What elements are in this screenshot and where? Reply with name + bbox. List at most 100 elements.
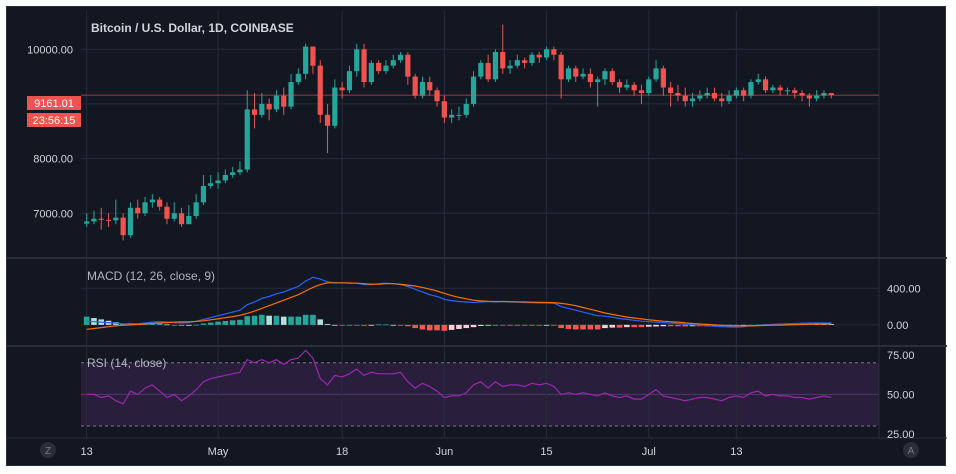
candle[interactable]: [317, 60, 323, 124]
auto-scale-button[interactable]: A: [903, 442, 919, 458]
candle[interactable]: [186, 205, 192, 225]
candle[interactable]: [551, 46, 557, 61]
candle[interactable]: [507, 60, 513, 74]
candle[interactable]: [741, 87, 747, 102]
candle[interactable]: [361, 43, 367, 88]
candle[interactable]: [675, 84, 681, 102]
candle[interactable]: [346, 65, 353, 93]
candle[interactable]: [536, 52, 542, 63]
candle[interactable]: [288, 73, 294, 110]
candle[interactable]: [244, 90, 250, 173]
candle[interactable]: [543, 46, 550, 61]
candle[interactable]: [164, 202, 170, 225]
candle[interactable]: [492, 49, 499, 83]
candle[interactable]: [98, 207, 104, 230]
candle[interactable]: [587, 68, 593, 88]
candle[interactable]: [281, 87, 287, 115]
candle[interactable]: [120, 213, 126, 241]
candle[interactable]: [602, 68, 608, 85]
candle[interactable]: [332, 79, 338, 129]
candle[interactable]: [580, 68, 586, 80]
candle[interactable]: [646, 76, 652, 96]
candle[interactable]: [792, 87, 798, 99]
candle[interactable]: [478, 60, 484, 80]
candle[interactable]: [828, 93, 834, 99]
candle[interactable]: [733, 87, 739, 99]
candle[interactable]: [405, 52, 411, 85]
candle[interactable]: [303, 43, 309, 80]
candle[interactable]: [113, 199, 119, 225]
candle[interactable]: [631, 82, 637, 96]
candle[interactable]: [193, 194, 199, 219]
candle[interactable]: [368, 60, 374, 85]
candle[interactable]: [653, 60, 659, 83]
candle[interactable]: [704, 87, 710, 99]
candle[interactable]: [84, 213, 90, 227]
candle[interactable]: [310, 46, 316, 74]
reset-scale-button[interactable]: Z: [40, 442, 56, 458]
candle[interactable]: [595, 76, 601, 107]
candle[interactable]: [383, 60, 389, 74]
candle[interactable]: [266, 98, 272, 121]
candle[interactable]: [390, 54, 396, 69]
candle[interactable]: [449, 109, 455, 124]
candle[interactable]: [434, 87, 440, 107]
candle[interactable]: [354, 43, 360, 77]
candle[interactable]: [237, 161, 243, 175]
candle[interactable]: [142, 196, 148, 216]
candle[interactable]: [770, 84, 776, 93]
candle[interactable]: [799, 90, 805, 102]
candle[interactable]: [500, 24, 506, 74]
candle[interactable]: [558, 52, 564, 99]
candle[interactable]: [339, 82, 345, 99]
candle[interactable]: [135, 199, 141, 219]
candle[interactable]: [609, 68, 615, 85]
candle[interactable]: [777, 84, 783, 96]
candle[interactable]: [755, 73, 761, 85]
candle[interactable]: [200, 175, 207, 206]
candle[interactable]: [427, 76, 433, 96]
candle[interactable]: [726, 90, 732, 104]
candle[interactable]: [463, 98, 469, 118]
candle[interactable]: [295, 68, 301, 85]
candle[interactable]: [668, 82, 674, 107]
candle[interactable]: [230, 166, 236, 178]
candle[interactable]: [697, 90, 703, 102]
candle[interactable]: [222, 169, 228, 184]
candle[interactable]: [660, 65, 666, 96]
chart-canvas[interactable]: 7000.00 8000.00 10000.00 0.00 400.00 25.00 50.…: [7, 7, 947, 467]
candle[interactable]: [682, 87, 688, 107]
candle[interactable]: [208, 175, 214, 189]
candle[interactable]: [485, 54, 491, 83]
candle[interactable]: [273, 90, 280, 113]
candle[interactable]: [178, 207, 185, 227]
candle[interactable]: [711, 87, 718, 102]
candle[interactable]: [748, 79, 754, 99]
candle[interactable]: [573, 65, 579, 83]
candle[interactable]: [171, 202, 177, 222]
candle[interactable]: [814, 90, 820, 102]
candle[interactable]: [441, 95, 447, 124]
candle[interactable]: [157, 196, 163, 211]
candle[interactable]: [251, 93, 258, 129]
candle[interactable]: [127, 202, 134, 238]
candle[interactable]: [821, 90, 827, 99]
candle[interactable]: [522, 57, 528, 69]
candle[interactable]: [105, 213, 112, 227]
candle[interactable]: [215, 172, 221, 189]
candle[interactable]: [762, 76, 769, 93]
candle[interactable]: [412, 73, 418, 99]
candle[interactable]: [784, 87, 791, 96]
candle[interactable]: [638, 84, 645, 104]
candle[interactable]: [514, 54, 520, 69]
candle[interactable]: [624, 79, 630, 91]
candle[interactable]: [470, 71, 477, 107]
candle[interactable]: [376, 60, 382, 74]
candle[interactable]: [149, 194, 155, 208]
candle[interactable]: [565, 65, 572, 83]
candle[interactable]: [324, 103, 331, 154]
candle[interactable]: [91, 210, 97, 225]
candle[interactable]: [616, 79, 623, 93]
candle[interactable]: [529, 52, 535, 66]
candle[interactable]: [456, 106, 462, 121]
